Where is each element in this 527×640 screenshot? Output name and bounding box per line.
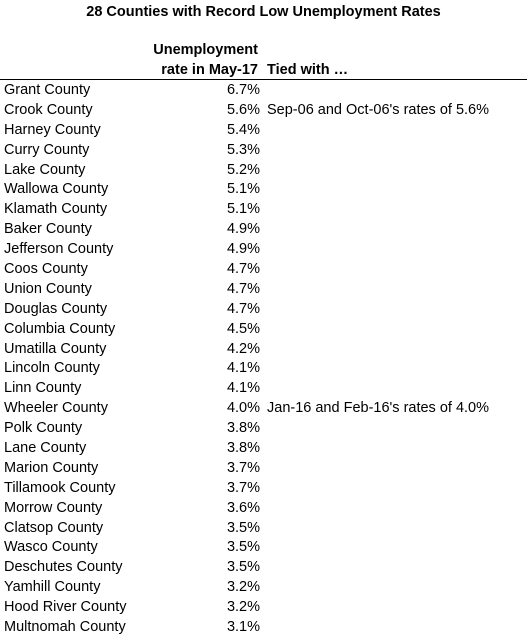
county-name: Linn County <box>4 380 82 397</box>
county-name: Lincoln County <box>4 360 100 377</box>
unemployment-rate: 3.2% <box>226 599 260 616</box>
column-header-rate-line-1: Unemployment <box>153 42 258 58</box>
unemployment-rate: 3.8% <box>226 440 260 457</box>
unemployment-rate: 5.1% <box>226 201 260 218</box>
unemployment-rate: 4.0% <box>226 400 260 417</box>
table-row: Yamhill County 3.2% <box>0 577 527 597</box>
table-row: Clatsop County 3.5% <box>0 518 527 538</box>
unemployment-rate: 3.7% <box>226 479 260 496</box>
unemployment-rate: 3.5% <box>226 559 260 576</box>
county-name: Grant County <box>4 82 91 98</box>
table-row: Marion County 3.7% <box>0 458 527 478</box>
unemployment-rate: 5.6% <box>226 101 260 118</box>
county-name: Polk County <box>4 420 83 437</box>
table-title: 28 Counties with Record Low Unemployment… <box>86 4 441 20</box>
table-row: Lincoln County 4.1% <box>0 358 527 378</box>
column-header-rate-line-2: rate in May-17 <box>161 62 258 78</box>
county-name: Multnomah County <box>4 619 126 636</box>
county-name: Wallowa County <box>4 181 109 198</box>
county-name: Lake County <box>4 161 86 178</box>
table-row: Polk County 3.8% <box>0 418 527 438</box>
county-name: Columbia County <box>4 320 116 337</box>
table-row: Jefferson County 4.9% <box>0 239 527 259</box>
county-name: Harney County <box>4 121 101 138</box>
county-name: Tillamook County <box>4 479 116 496</box>
county-name: Wheeler County <box>4 400 108 417</box>
table-row: Grant County 6.7% <box>0 80 527 100</box>
table-row: Baker County 4.9% <box>0 219 527 239</box>
county-name: Yamhill County <box>4 579 101 596</box>
table-row: Tillamook County 3.7% <box>0 478 527 498</box>
unemployment-rate: 6.7% <box>226 82 260 98</box>
unemployment-rate: 3.1% <box>226 619 260 636</box>
unemployment-rate: 3.6% <box>226 499 260 516</box>
table-row: Wasco County 3.5% <box>0 537 527 557</box>
county-name: Jefferson County <box>4 241 114 258</box>
unemployment-rate: 4.9% <box>226 241 260 258</box>
table-row: Klamath County 5.1% <box>0 199 527 219</box>
table-row: Morrow County 3.6% <box>0 498 527 518</box>
unemployment-rate: 4.1% <box>226 380 260 397</box>
tied-with-note: Jan-16 and Feb-16's rates of 4.0% <box>267 400 490 417</box>
column-header-tied: Tied with … <box>267 62 349 78</box>
county-name: Lane County <box>4 440 87 457</box>
table-row: Coos County 4.7% <box>0 259 527 279</box>
table-row: Wheeler County 4.0% Jan-16 and Feb-16's ra… <box>0 398 527 418</box>
county-name: Marion County <box>4 459 99 476</box>
unemployment-rate: 5.3% <box>226 141 260 158</box>
unemployment-rate: 4.9% <box>226 221 260 238</box>
county-name: Umatilla County <box>4 340 107 357</box>
table-row: Columbia County 4.5% <box>0 319 527 339</box>
unemployment-rate: 5.2% <box>226 161 260 178</box>
county-name: Curry County <box>4 141 90 158</box>
county-name: Baker County <box>4 221 92 238</box>
county-name: Wasco County <box>4 539 98 556</box>
table-row: Union County 4.7% <box>0 279 527 299</box>
unemployment-rate: 3.5% <box>226 519 260 536</box>
tied-with-note: Sep-06 and Oct-06's rates of 5.6% <box>267 101 490 118</box>
unemployment-rate: 5.1% <box>226 181 260 198</box>
unemployment-rate: 3.7% <box>226 459 260 476</box>
header-rule <box>0 79 527 80</box>
unemployment-rate: 4.7% <box>226 261 260 278</box>
unemployment-rate: 3.2% <box>226 579 260 596</box>
table-row: Crook County 5.6% Sep-06 and Oct-06's rate… <box>0 100 527 120</box>
county-name: Deschutes County <box>4 559 123 576</box>
table-row: Lane County 3.8% <box>0 438 527 458</box>
unemployment-rate: 4.7% <box>226 300 260 317</box>
table-row: Wallowa County 5.1% <box>0 179 527 199</box>
column-header-rate: Unemployment rate in May-17 <box>120 40 258 80</box>
county-name: Coos County <box>4 261 88 278</box>
county-name: Clatsop County <box>4 519 104 536</box>
unemployment-rate: 3.5% <box>226 539 260 556</box>
table-row: Multnomah County 3.1% <box>0 617 527 637</box>
table-row: Lake County 5.2% <box>0 160 527 180</box>
table-row: Deschutes County 3.5% <box>0 557 527 577</box>
county-name: Union County <box>4 280 92 297</box>
unemployment-rate: 4.5% <box>226 320 260 337</box>
table-row: Umatilla County 4.2% <box>0 339 527 359</box>
table-row: Linn County 4.1% <box>0 378 527 398</box>
unemployment-rate: 5.4% <box>226 121 260 138</box>
table-row: Hood River County 3.2% <box>0 597 527 617</box>
county-name: Douglas County <box>4 300 108 317</box>
unemployment-rate: 4.2% <box>226 340 260 357</box>
table-body: Grant County 6.7% Crook County 5.6% Sep-06 a… <box>0 80 527 637</box>
table-row: Douglas County 4.7% <box>0 299 527 319</box>
county-name: Hood River County <box>4 599 127 616</box>
unemployment-rate: 4.7% <box>226 280 260 297</box>
county-name: Morrow County <box>4 499 103 516</box>
unemployment-rate: 3.8% <box>226 420 260 437</box>
table-row: Harney County 5.4% <box>0 120 527 140</box>
table-row: Curry County 5.3% <box>0 140 527 160</box>
county-name: Crook County <box>4 101 93 118</box>
unemployment-rate: 4.1% <box>226 360 260 377</box>
county-name: Klamath County <box>4 201 108 218</box>
